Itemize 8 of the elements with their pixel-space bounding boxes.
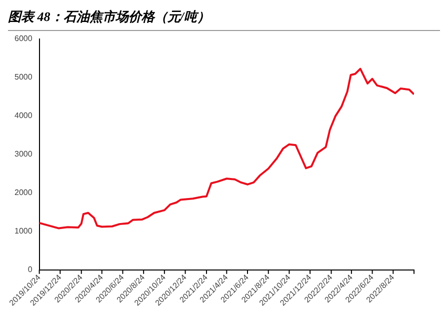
y-tick-label: 1000 — [14, 226, 33, 236]
y-tick-label: 4000 — [14, 111, 33, 120]
y-tick-label: 0 — [28, 265, 33, 274]
chart-title: 图表 48：石油焦市场价格（元/吨） — [8, 8, 440, 31]
y-tick-label: 6000 — [14, 34, 33, 44]
y-tick-label: 5000 — [14, 72, 33, 82]
y-tick-label: 3000 — [14, 150, 33, 159]
y-tick-label: 2000 — [14, 188, 33, 198]
